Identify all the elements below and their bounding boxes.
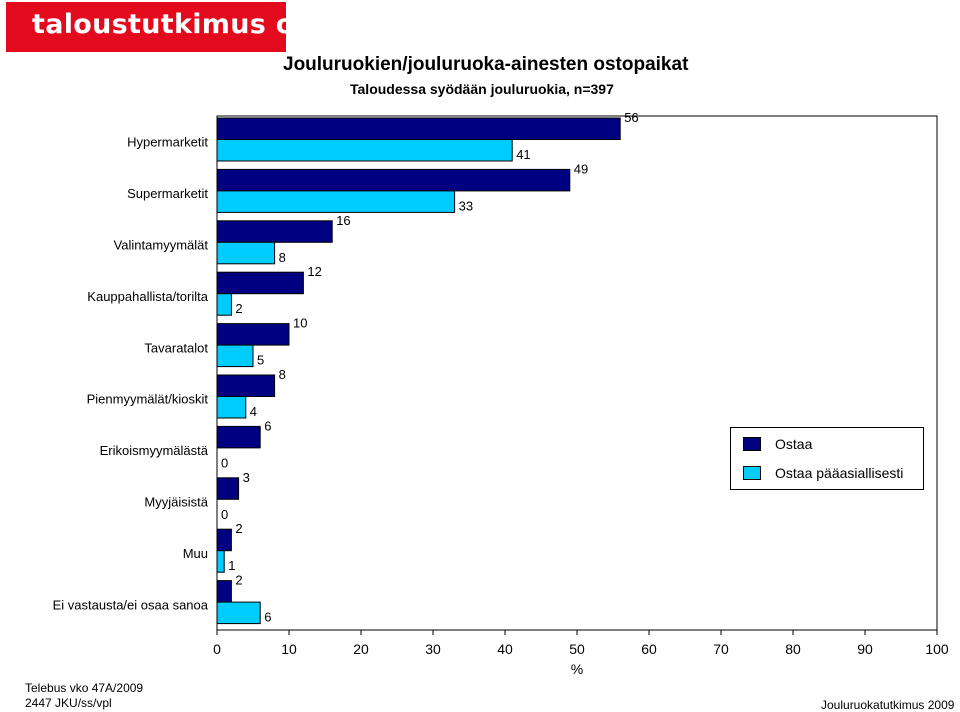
legend-swatch-ostaa (743, 437, 761, 451)
x-tick-label: 20 (353, 641, 369, 657)
x-tick-label: 30 (425, 641, 441, 657)
data-label: 56 (624, 110, 638, 125)
footer-study: Jouluruokatutkimus 2009 (821, 698, 955, 712)
data-label: 8 (279, 367, 286, 382)
data-label: 41 (516, 147, 530, 162)
data-label: 2 (235, 301, 242, 316)
chart-subtitle: Taloudessa syödään jouluruokia, n=397 (350, 81, 614, 97)
bar-ostaa-paaasiallisesti (216, 139, 513, 162)
bar-ostaa-paaasiallisesti (216, 550, 225, 573)
category-label: Erikoismyymälästä (100, 443, 209, 458)
category-label: Ei vastausta/ei osaa sanoa (53, 597, 209, 612)
data-label: 49 (574, 161, 588, 176)
x-tick-label: 80 (785, 641, 801, 657)
x-tick-label: 70 (713, 641, 729, 657)
x-tick-label: 60 (641, 641, 657, 657)
footer-source: Telebus vko 47A/2009 (25, 681, 144, 695)
bar-ostaa (216, 528, 232, 552)
bar-ostaa-paaasiallisesti (216, 190, 456, 213)
legend-label-ostaa: Ostaa (775, 436, 813, 452)
legend-swatch-ostaa-paaasiallisesti (743, 466, 761, 480)
bar-ostaa (216, 168, 571, 192)
legend-label-ostaa-paaasiallisesti: Ostaa pääasiallisesti (775, 465, 904, 481)
bar-ostaa (216, 374, 276, 397)
x-tick-label: 10 (281, 641, 297, 657)
bar-ostaa (216, 117, 621, 140)
data-label: 6 (264, 610, 271, 625)
data-label: 16 (336, 213, 350, 228)
bar-ostaa-paaasiallisesti (216, 241, 276, 265)
bar-ostaa (216, 271, 304, 295)
data-label: 33 (459, 198, 473, 213)
brand-logo-text: taloustutkimus oy (32, 9, 313, 40)
data-label: 12 (307, 264, 321, 279)
bar-ostaa-paaasiallisesti (216, 601, 261, 625)
data-label: 10 (293, 316, 307, 331)
category-label: Pienmyymälät/kioskit (87, 392, 209, 407)
category-label: Tavaratalot (144, 340, 208, 355)
category-label: Supermarketit (127, 186, 208, 201)
category-label: Muu (183, 546, 208, 561)
bar-ostaa (216, 425, 261, 449)
data-label: 5 (257, 353, 264, 368)
data-label: 0 (221, 455, 228, 470)
chart-legend: Ostaa Ostaa pääasiallisesti (730, 427, 924, 490)
data-label: 0 (221, 507, 228, 522)
bar-ostaa-paaasiallisesti (216, 293, 232, 316)
category-label: Hypermarketit (127, 135, 208, 150)
chart-title: Jouluruokien/jouluruoka-ainesten ostopai… (283, 54, 689, 75)
bar-ostaa (216, 220, 333, 243)
category-label: Valintamyymälät (114, 238, 209, 253)
bar-ostaa-paaasiallisesti (216, 396, 247, 419)
x-tick-label: 90 (857, 641, 873, 657)
brand-logo: taloustutkimus oy (6, 2, 312, 52)
category-label: Myyjäisistä (144, 495, 208, 510)
category-label: Kauppahallista/torilta (87, 289, 208, 304)
bar-ostaa-paaasiallisesti (216, 344, 254, 368)
x-tick-label: 40 (497, 641, 513, 657)
data-label: 1 (228, 558, 235, 573)
data-label: 3 (243, 470, 250, 485)
data-label: 2 (235, 521, 242, 536)
footer-code: 2447 JKU/ss/vpl (25, 696, 112, 710)
bar-ostaa (216, 477, 240, 500)
data-label: 6 (264, 418, 271, 433)
data-label: 8 (279, 250, 286, 265)
data-label: 2 (235, 573, 242, 588)
x-tick-label: 0 (213, 641, 221, 657)
x-tick-label: 100 (925, 641, 949, 657)
x-axis-label: % (571, 661, 583, 677)
data-label: 4 (250, 404, 257, 419)
x-tick-label: 50 (569, 641, 585, 657)
bar-ostaa (216, 580, 232, 603)
bar-ostaa (216, 323, 290, 346)
